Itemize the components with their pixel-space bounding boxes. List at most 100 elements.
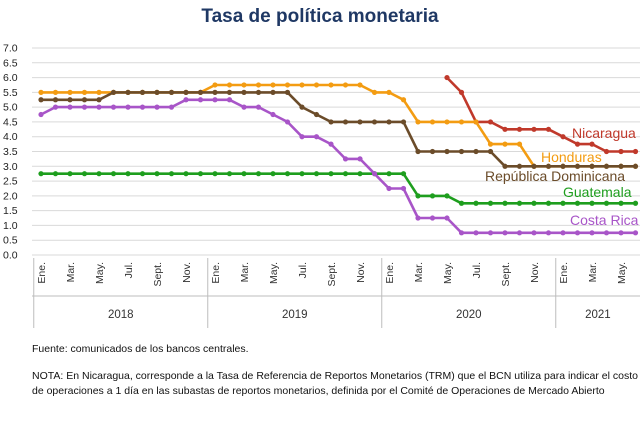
data-point-costa-rica: [342, 156, 349, 162]
data-point-republica-dominicana: [357, 119, 363, 125]
data-point-guatemala: [444, 193, 450, 199]
data-point-nicaragua: [458, 89, 465, 95]
data-point-honduras: [96, 89, 102, 95]
y-tick-label: 3.0: [3, 161, 18, 173]
data-point-republica-dominicana: [603, 163, 610, 169]
y-tick-label: 6.5: [3, 57, 18, 69]
data-point-republica-dominicana: [313, 111, 320, 118]
data-point-guatemala: [226, 171, 233, 177]
data-point-republica-dominicana: [197, 89, 204, 95]
data-point-costa-rica: [270, 111, 276, 118]
data-point-republica-dominicana: [386, 119, 392, 125]
data-point-costa-rica: [618, 230, 624, 236]
series-label-honduras: Honduras: [541, 149, 602, 165]
data-point-costa-rica: [197, 97, 204, 103]
y-tick-label: 5.5: [3, 87, 18, 99]
y-tick-label: 1.0: [3, 220, 18, 232]
data-point-guatemala: [342, 171, 349, 177]
data-point-honduras: [429, 119, 436, 125]
data-point-republica-dominicana: [110, 89, 117, 95]
data-point-guatemala: [67, 171, 73, 177]
data-point-honduras: [386, 89, 392, 95]
data-point-honduras: [52, 89, 59, 95]
data-point-republica-dominicana: [38, 97, 44, 103]
data-point-guatemala: [560, 200, 566, 206]
data-point-guatemala: [589, 200, 595, 206]
data-point-costa-rica: [429, 215, 436, 221]
data-point-guatemala: [270, 171, 276, 177]
x-tick-label: Jul.: [123, 262, 135, 278]
data-point-costa-rica: [545, 230, 552, 236]
y-tick-label: 7.0: [3, 43, 18, 55]
year-label: 2019: [282, 309, 308, 321]
data-point-nicaragua: [574, 141, 581, 147]
data-point-nicaragua: [603, 148, 610, 155]
data-point-guatemala: [52, 171, 59, 177]
data-point-costa-rica: [386, 185, 392, 192]
data-point-guatemala: [531, 200, 537, 206]
data-point-costa-rica: [516, 230, 523, 236]
data-point-guatemala: [241, 171, 247, 177]
y-tick-label: 3.5: [3, 146, 18, 158]
data-point-guatemala: [168, 171, 175, 177]
line-chart: 0.0 0.5 1.0 1.5 2.0 2.5 3.0 3.5 4.0 4.5 5.0 5.5 6.0 6…: [3, 43, 640, 328]
data-point-honduras: [212, 82, 218, 88]
data-point-costa-rica: [183, 97, 189, 103]
data-point-costa-rica: [52, 104, 59, 110]
data-point-republica-dominicana: [531, 163, 537, 169]
data-point-republica-dominicana: [299, 104, 305, 110]
x-tick-label: Nov.: [355, 262, 367, 283]
x-tick-label: May.: [616, 262, 628, 284]
data-point-nicaragua: [632, 148, 639, 155]
data-point-nicaragua: [545, 126, 552, 132]
data-point-costa-rica: [531, 230, 537, 236]
data-point-republica-dominicana: [487, 148, 494, 155]
x-tick-label: Jul.: [471, 262, 483, 278]
series-label-guatemala: Guatemala: [563, 184, 632, 200]
y-tick-label: 2.5: [3, 176, 18, 188]
year-label: 2021: [585, 309, 611, 321]
series-label-republica-dominicana: República Dominicana: [485, 168, 625, 184]
data-point-nicaragua: [618, 148, 624, 155]
data-point-honduras: [371, 89, 378, 95]
data-point-guatemala: [81, 171, 88, 177]
data-point-honduras: [502, 141, 508, 147]
data-point-republica-dominicana: [270, 89, 276, 95]
data-point-costa-rica: [400, 185, 407, 192]
x-tick-label: Ene.: [36, 262, 48, 284]
data-point-honduras: [284, 82, 291, 88]
data-point-republica-dominicana: [589, 163, 595, 169]
x-tick-label: Ene.: [558, 262, 570, 284]
x-tick-label: Nov.: [529, 262, 541, 283]
data-point-republica-dominicana: [473, 148, 479, 155]
data-point-republica-dominicana: [154, 89, 160, 95]
data-point-costa-rica: [67, 104, 73, 110]
data-point-guatemala: [313, 171, 320, 177]
data-point-costa-rica: [371, 171, 378, 177]
data-point-honduras: [241, 82, 247, 88]
chart-title: Tasa de política monetaria: [201, 6, 439, 27]
data-point-honduras: [226, 82, 233, 88]
y-tick-label: 0.0: [3, 250, 18, 262]
data-point-guatemala: [139, 171, 146, 177]
data-point-honduras: [38, 89, 44, 95]
data-point-guatemala: [328, 171, 334, 177]
data-point-guatemala: [284, 171, 291, 177]
data-point-republica-dominicana: [342, 119, 349, 125]
y-tick-label: 0.5: [3, 235, 18, 247]
data-point-costa-rica: [603, 230, 610, 236]
data-point-guatemala: [38, 171, 44, 177]
data-point-guatemala: [458, 200, 465, 206]
data-point-nicaragua: [487, 119, 494, 125]
data-point-republica-dominicana: [125, 89, 131, 95]
data-point-costa-rica: [473, 230, 479, 236]
x-tick-label: Ene.: [210, 262, 222, 284]
y-tick-label: 5.0: [3, 102, 18, 114]
data-point-guatemala: [154, 171, 160, 177]
data-point-guatemala: [473, 200, 479, 206]
data-point-republica-dominicana: [415, 148, 421, 155]
data-point-guatemala: [96, 171, 102, 177]
data-point-honduras: [444, 119, 450, 125]
x-tick-label: May.: [268, 262, 280, 284]
data-point-guatemala: [502, 200, 508, 206]
